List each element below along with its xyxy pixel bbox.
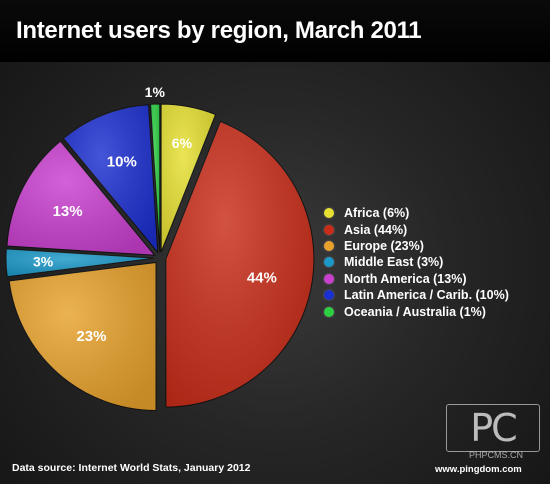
slice-north-america: 13%: [6, 140, 156, 256]
chart-title: Internet users by region, March 2011: [16, 17, 422, 44]
legend-item-north-america: North America (13%): [324, 271, 509, 287]
slice-europe: 23%: [8, 261, 157, 412]
legend: Africa (6%) Asia (44%) Europe (23%) Middle …: [324, 205, 509, 320]
legend-item-asia-label: Asia (44%): [344, 222, 408, 237]
legend-item-europe: Europe (23%): [324, 238, 509, 254]
watermark-logo: PC: [446, 404, 540, 452]
slice-africa-label: 6%: [172, 135, 193, 151]
legend-item-north-america-label: North America (13%): [344, 271, 467, 286]
legend-item-oceania-australia: Oceania / Australia (1%): [324, 303, 509, 319]
slice-latin-america-carib-label: 10%: [107, 154, 137, 171]
slice-europe-gloss: [9, 262, 157, 411]
legend-item-africa: Africa (6%): [324, 205, 509, 221]
legend-item-latin-america-carib-swatch: [324, 290, 334, 301]
watermark-text: PHPCMS.CN: [468, 450, 523, 460]
slice-middle-east-label: 3%: [33, 254, 54, 270]
slice-oceania-australia: 1%: [145, 84, 166, 253]
legend-item-oceania-australia-swatch: [324, 306, 334, 317]
legend-item-europe-label: Europe (23%): [344, 238, 424, 253]
slice-africa-gloss: [161, 104, 216, 253]
legend-item-north-america-swatch: [324, 273, 334, 284]
legend-item-middle-east: Middle East (3%): [324, 254, 509, 270]
slice-middle-east-gloss: [6, 248, 155, 277]
legend-item-asia: Asia (44%): [324, 221, 509, 237]
slice-oceania-australia-gloss: [150, 104, 160, 253]
legend-item-africa-label: Africa (6%): [344, 206, 410, 221]
slice-europe-label: 23%: [76, 328, 106, 345]
legend-item-latin-america-carib-label: Latin America / Carib. (10%): [344, 288, 509, 303]
slice-asia-gloss: [165, 121, 314, 408]
data-source-note: Data source: Internet World Stats, Janua…: [12, 462, 251, 474]
slice-north-america-label: 13%: [53, 203, 83, 220]
legend-item-middle-east-label: Middle East (3%): [344, 255, 444, 270]
slice-oceania-australia-label: 1%: [145, 84, 166, 100]
slice-middle-east: 3%: [5, 248, 155, 278]
legend-item-africa-swatch: [324, 208, 334, 219]
legend-item-asia-swatch: [324, 224, 334, 235]
slice-africa: 6%: [160, 103, 217, 253]
slice-latin-america-carib: 10%: [62, 104, 159, 254]
slice-asia-label: 44%: [247, 269, 277, 286]
legend-item-latin-america-carib: Latin America / Carib. (10%): [324, 287, 509, 303]
slice-north-america-gloss: [6, 141, 155, 256]
legend-item-europe-swatch: [324, 240, 334, 251]
credit-url: www.pingdom.com: [435, 464, 522, 475]
legend-item-middle-east-swatch: [324, 257, 334, 268]
slice-latin-america-carib-gloss: [63, 104, 158, 253]
title-bar: Internet users by region, March 2011: [0, 0, 550, 62]
legend-item-oceania-australia-label: Oceania / Australia (1%): [344, 304, 486, 319]
slice-asia: 44%: [165, 120, 315, 408]
